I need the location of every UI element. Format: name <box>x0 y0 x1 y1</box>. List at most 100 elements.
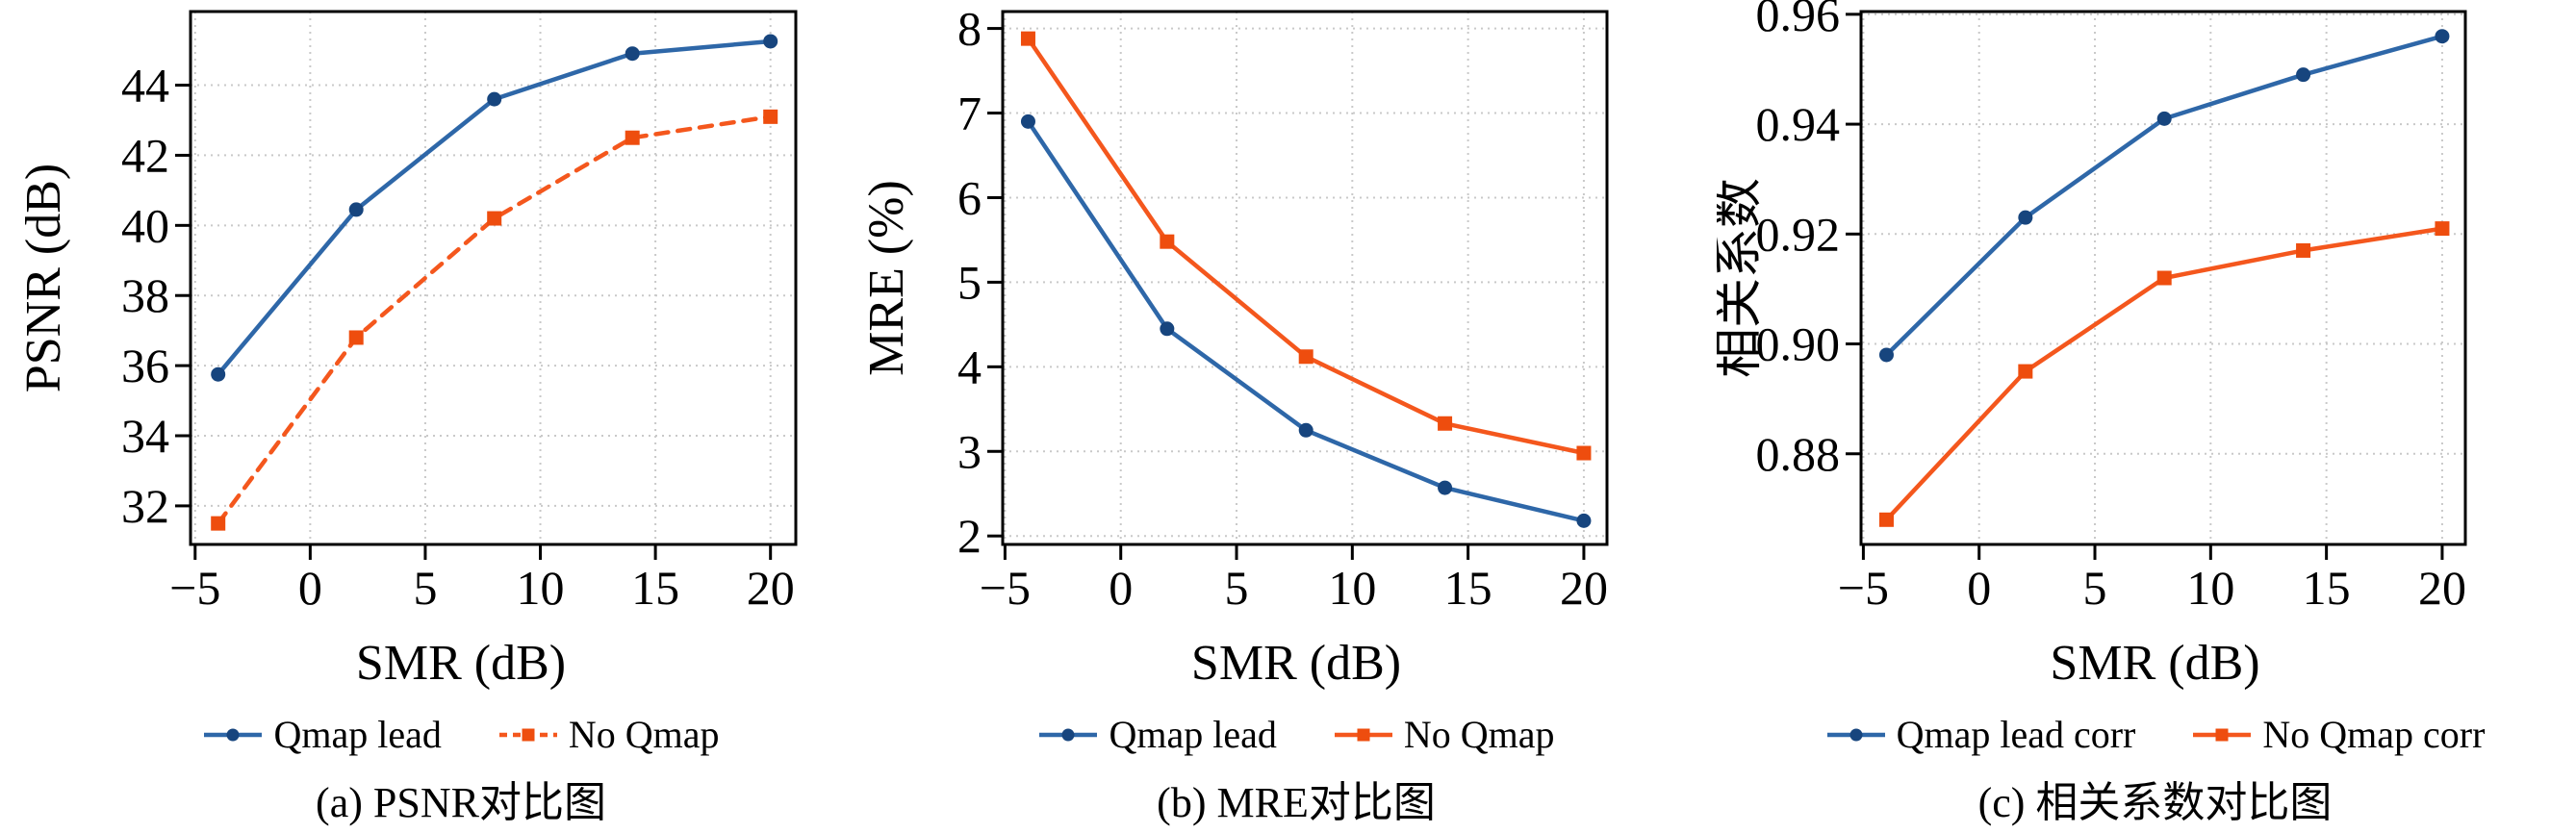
x-tick-label: −5 <box>1838 561 1889 615</box>
chart-c-panel: −5 0 5 10 15 20 0.88 0.90 0.92 0.94 0.96 相关系数 SMR (… <box>1717 0 2576 833</box>
series-line <box>216 114 773 526</box>
data-point-circle <box>2435 29 2450 44</box>
chart-c-legend: Qmap lead corr No Qmap corr <box>1825 713 2485 756</box>
data-point-circle <box>1878 347 1894 363</box>
x-tick-label: 20 <box>747 561 795 615</box>
y-axis-label: 相关系数 <box>1717 178 1767 378</box>
data-point-square <box>1878 512 1894 527</box>
x-tick-label: 5 <box>1225 561 1249 615</box>
data-point-square <box>1576 445 1592 461</box>
data-point-circle <box>1438 480 1453 495</box>
legend-label-no-qmap: No Qmap <box>568 713 720 756</box>
x-tick-label: 5 <box>2083 561 2107 615</box>
chart-b-caption: (b) MRE对比图 <box>1157 779 1436 826</box>
chart-a-xlabel: SMR (dB) <box>355 636 567 691</box>
y-tick-label: 8 <box>957 2 982 56</box>
legend-line-marker-orange <box>497 724 559 745</box>
data-point-circle <box>2156 111 2172 126</box>
legend-item-no-qmap-corr: No Qmap corr <box>2191 714 2485 756</box>
data-point-square <box>625 130 640 145</box>
legend-label-qmap-lead-corr: Qmap lead corr <box>1896 713 2136 756</box>
y-tick-label: 6 <box>957 170 982 224</box>
chart-c-below: SMR (dB) Qmap lead corr No Qmap corr (c)… <box>1734 635 2576 827</box>
chart-b-panel: −5 0 5 10 15 20 2 3 4 5 6 7 8 MRE (%) SMR (dB) Qmap l… <box>858 0 1717 833</box>
legend-marker <box>1849 728 1863 742</box>
legend-label-no-qmap: No Qmap <box>1403 713 1555 756</box>
x-tick-label: 10 <box>2186 561 2234 615</box>
chart-b-plot: −5 0 5 10 15 20 2 3 4 5 6 7 8 MRE (%) <box>859 2 1609 615</box>
y-tick-label: 0.90 <box>1756 317 1841 371</box>
axis-frame <box>189 10 798 546</box>
legend-marker <box>522 728 535 742</box>
legend-item-no-qmap: No Qmap <box>497 714 720 756</box>
chart-c-caption: (c) 相关系数对比图 <box>1977 779 2333 826</box>
legend-label-no-qmap-corr: No Qmap corr <box>2262 713 2486 756</box>
legend-label-qmap-lead: Qmap lead <box>273 713 442 756</box>
data-point-square <box>1020 31 1035 46</box>
series-line <box>1884 34 2445 358</box>
y-tick-label: 0.96 <box>1756 0 1841 41</box>
data-point-square <box>1160 234 1175 249</box>
chart-c-xlabel: SMR (dB) <box>2050 636 2260 691</box>
chart-b-xlabel: SMR (dB) <box>1190 636 1402 691</box>
data-point-circle <box>487 91 502 107</box>
x-tick-label: 20 <box>2418 561 2466 615</box>
y-tick-label: 4 <box>957 340 982 393</box>
data-point-circle <box>763 34 778 49</box>
y-tick-label: 0.92 <box>1756 207 1841 261</box>
chart-b-legend: Qmap lead No Qmap <box>1037 713 1555 756</box>
data-point-square <box>487 211 502 226</box>
data-point-square <box>211 516 226 531</box>
chart-b-below: SMR (dB) Qmap lead No Qmap (b) MRE对比图 <box>876 635 1717 827</box>
y-tick-label: 3 <box>957 424 982 478</box>
legend-label-qmap-lead: Qmap lead <box>1109 713 1277 756</box>
legend-marker <box>226 728 240 742</box>
legend-marker <box>1061 728 1075 742</box>
chart-a-panel: −5 0 5 10 15 20 32 34 36 38 40 42 44 PSNR (dB) SMR (d… <box>0 0 858 833</box>
y-tick-label: 7 <box>957 87 982 140</box>
x-tick-label: 5 <box>413 561 437 615</box>
x-tick-label: 15 <box>631 561 679 615</box>
x-tick-label: 10 <box>517 561 565 615</box>
series-line <box>1026 119 1587 523</box>
y-tick-label: 44 <box>121 59 169 113</box>
x-tick-label: 0 <box>1109 561 1133 615</box>
y-axis-label: PSNR (dB) <box>16 164 71 392</box>
chart-a-below: SMR (dB) Qmap lead No Qmap (a) PSNR对比图 <box>64 635 858 827</box>
x-tick-label: 20 <box>1560 561 1608 615</box>
data-point-circle <box>211 366 226 382</box>
data-point-square <box>2018 364 2033 379</box>
y-axis-label: MRE (%) <box>859 180 914 376</box>
data-point-circle <box>625 46 640 62</box>
x-tick-label: −5 <box>980 561 1031 615</box>
legend-item-qmap-lead-corr: Qmap lead corr <box>1825 713 2136 756</box>
chart-a-caption: (a) PSNR对比图 <box>316 779 606 826</box>
data-point-circle <box>348 202 364 217</box>
legend-line-marker-orange <box>2191 724 2253 745</box>
axis-frame <box>1001 10 1609 546</box>
legend-marker <box>2215 728 2229 742</box>
y-tick-label: 0.88 <box>1756 427 1841 481</box>
data-point-square <box>2156 270 2172 286</box>
x-tick-label: 0 <box>1967 561 1991 615</box>
x-tick-label: 10 <box>1328 561 1376 615</box>
chart-c-plot: −5 0 5 10 15 20 0.88 0.90 0.92 0.94 0.96 相关系数 <box>1717 0 2467 615</box>
x-tick-label: 15 <box>2303 561 2351 615</box>
y-tick-label: 34 <box>121 409 169 463</box>
y-tick-label: 2 <box>957 509 982 563</box>
y-tick-label: 0.94 <box>1756 97 1841 151</box>
axis-frame <box>1859 10 2467 546</box>
data-point-square <box>2435 221 2450 237</box>
data-point-circle <box>1020 114 1035 129</box>
data-point-square <box>348 330 364 345</box>
data-point-circle <box>1160 321 1175 337</box>
x-tick-label: −5 <box>169 561 220 615</box>
data-point-circle <box>1576 513 1592 528</box>
series-line <box>216 38 773 377</box>
y-tick-label: 38 <box>121 268 169 322</box>
data-point-square <box>2296 242 2311 258</box>
data-point-square <box>1438 416 1453 431</box>
y-tick-label: 32 <box>121 479 169 533</box>
x-tick-label: 15 <box>1444 561 1492 615</box>
y-tick-label: 5 <box>957 255 982 309</box>
